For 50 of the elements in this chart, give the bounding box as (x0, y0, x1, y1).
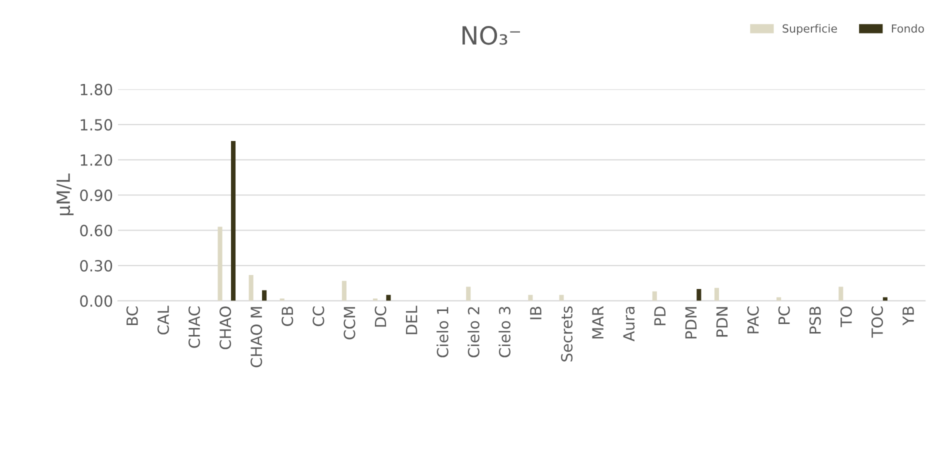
x-tick-label: DC (374, 306, 386, 327)
x-tick-label: PAC (747, 306, 759, 334)
x-tick-label: YB (902, 306, 914, 326)
x-tick-label: DEL (406, 306, 418, 334)
bar (248, 274, 254, 301)
x-tick-label: PDN (716, 307, 728, 337)
y-tick-label: 0.90 (80, 190, 112, 202)
x-tick-label: PC (778, 306, 790, 324)
x-tick-label: TOC (871, 306, 883, 338)
bar (559, 294, 564, 301)
x-tick-label: PD (654, 306, 666, 326)
y-tick-label: 0.60 (80, 224, 112, 236)
x-tick-label: Cielo 1 (436, 307, 448, 358)
x-tick-label: BC (126, 306, 138, 326)
bar (838, 286, 844, 301)
x-tick-label: TO (840, 306, 852, 328)
legend-label: Superficie (782, 24, 837, 35)
y-tick-label: 1.50 (80, 119, 112, 131)
x-tick-label: PSB (809, 306, 821, 334)
x-tick-label: CHAO M (250, 307, 262, 368)
bar (714, 288, 719, 301)
bar (466, 286, 471, 301)
x-tick-label: PDM (685, 307, 697, 338)
y-tick-label: 0.30 (80, 260, 112, 272)
bar (342, 280, 346, 301)
bar (230, 141, 236, 301)
y-tick-label: 0.00 (80, 295, 112, 307)
x-tick-label: CB (282, 306, 294, 326)
x-tick-label: CC (312, 306, 324, 326)
bar (386, 294, 391, 301)
bar (696, 289, 702, 301)
x-tick-label: CCM (344, 307, 356, 340)
chart-title: NO₃⁻ (462, 26, 520, 45)
bar (528, 294, 533, 301)
y-tick-label: 1.80 (80, 84, 112, 96)
x-tick-label: CAL (157, 306, 169, 334)
x-tick-label: Secrets (561, 306, 573, 362)
y-tick-label: 1.20 (80, 154, 112, 166)
x-tick-label: Aura (623, 307, 635, 342)
bar (262, 290, 267, 301)
x-tick-label: IB (530, 306, 542, 320)
y-axis-title: µM/L (56, 174, 74, 216)
bar (652, 291, 657, 301)
x-tick-label: MAR (592, 306, 604, 338)
x-tick-label: Cielo 2 (468, 307, 480, 358)
legend-label: Fondo (892, 24, 924, 33)
x-tick-label: CHAC (188, 306, 200, 348)
x-tick-label: Cielo 3 (498, 306, 510, 358)
bar (218, 226, 222, 301)
x-tick-label: CHAO (220, 306, 232, 350)
